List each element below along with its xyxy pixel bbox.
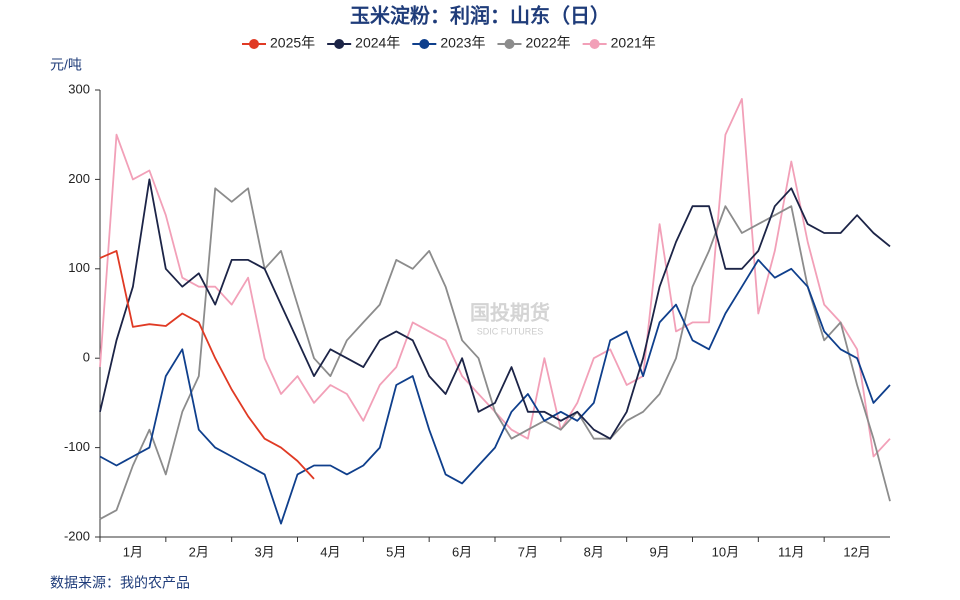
legend-marker [249, 39, 259, 49]
series-line [99, 187, 891, 520]
legend-label: 2023年 [440, 35, 485, 51]
series-line [99, 259, 891, 525]
x-tick-label: 12月 [843, 544, 870, 559]
chart-title: 玉米淀粉：利润：山东（日） [350, 3, 610, 27]
x-tick-label: 2月 [189, 544, 209, 559]
x-tick-label: 3月 [254, 544, 274, 559]
y-tick-label: -100 [64, 439, 90, 454]
y-tick-label: 200 [68, 171, 90, 186]
x-tick-label: 7月 [518, 544, 538, 559]
legend-marker [334, 39, 345, 49]
legend-marker [504, 39, 515, 49]
legend-label: 2025年 [270, 35, 315, 51]
legend-label: 2024年 [355, 35, 400, 51]
legend-marker [589, 39, 600, 49]
x-tick-label: 1月 [123, 544, 143, 559]
y-axis-label: 元/吨 [50, 57, 82, 73]
series-line [99, 178, 891, 440]
x-tick-label: 4月 [320, 544, 340, 559]
x-tick-label: 6月 [452, 544, 472, 559]
x-tick-label: 8月 [584, 544, 604, 559]
y-tick-label: -200 [64, 528, 90, 543]
y-tick-label: 300 [68, 81, 90, 96]
legend-marker [419, 39, 430, 49]
x-tick-label: 11月 [778, 544, 805, 559]
y-tick-label: 0 [83, 350, 90, 365]
x-tick-label: 10月 [712, 544, 739, 559]
source-note: 数据来源：我的农产品 [50, 575, 190, 591]
y-tick-label: 100 [68, 260, 90, 275]
watermark: 国投期货 [470, 300, 550, 324]
x-tick-label: 5月 [386, 544, 406, 559]
legend-label: 2021年 [611, 35, 656, 51]
watermark: SDIC FUTURES [477, 326, 544, 336]
legend-label: 2022年 [525, 35, 570, 51]
series-line [99, 250, 315, 480]
x-tick-label: 9月 [649, 544, 669, 559]
